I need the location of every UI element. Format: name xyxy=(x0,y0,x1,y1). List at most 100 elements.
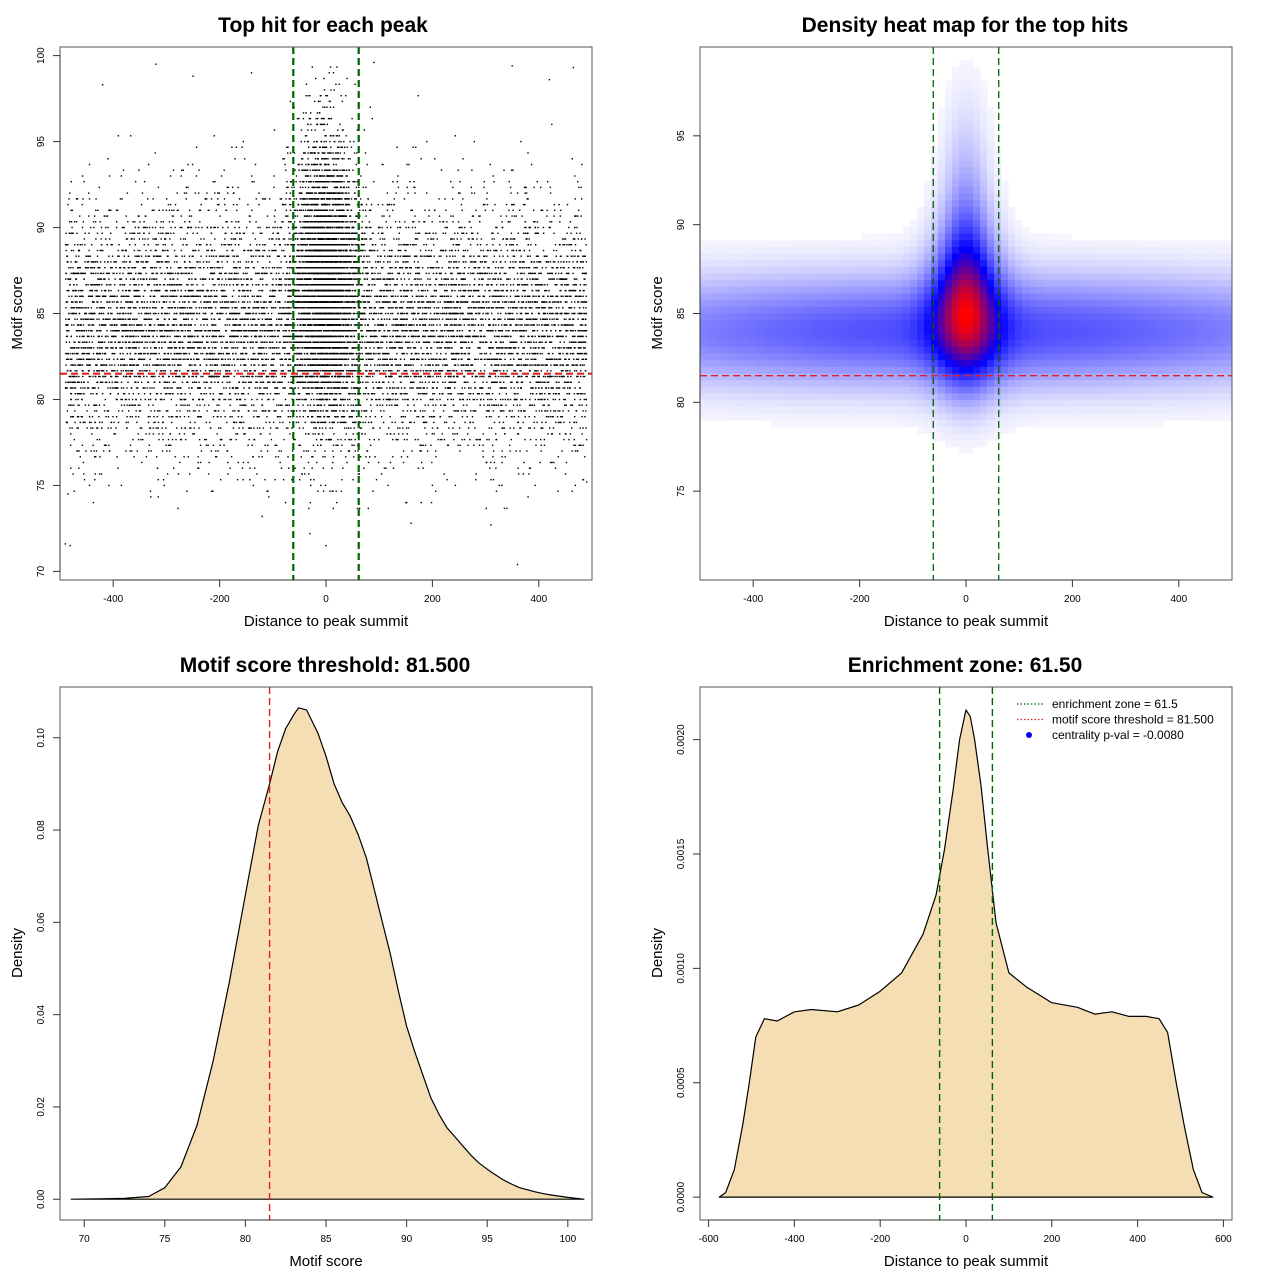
scatter-point xyxy=(549,278,552,280)
scatter-point xyxy=(539,352,541,355)
scatter-point xyxy=(442,249,445,252)
scatter-point xyxy=(394,330,396,332)
scatter-point xyxy=(206,358,208,360)
scatter-point xyxy=(203,324,205,326)
scatter-point xyxy=(278,404,280,406)
scatter-point xyxy=(396,318,398,320)
scatter-point xyxy=(316,393,318,395)
scatter-point xyxy=(377,461,380,464)
scatter-point xyxy=(263,324,265,326)
scatter-point xyxy=(113,358,115,360)
scatter-point xyxy=(489,295,491,297)
scatter-point xyxy=(317,152,319,154)
scatter-point xyxy=(368,255,370,257)
scatter-point xyxy=(293,198,295,200)
scatter-point xyxy=(180,404,182,406)
scatter-point xyxy=(460,284,463,286)
scatter-point xyxy=(147,163,150,166)
scatter-point xyxy=(536,330,539,332)
scatter-point xyxy=(355,416,358,418)
scatter-point xyxy=(428,209,430,211)
scatter-point xyxy=(454,232,456,234)
scatter-point xyxy=(333,352,335,355)
scatter-point xyxy=(112,272,114,275)
scatter-point xyxy=(489,467,491,469)
scatter-point xyxy=(476,289,479,292)
scatter-point xyxy=(95,209,97,211)
scatter-point xyxy=(526,198,529,200)
scatter-point xyxy=(311,416,313,418)
scatter-point xyxy=(470,364,472,366)
scatter-point xyxy=(541,267,543,269)
scatter-point xyxy=(206,267,209,269)
scatter-point xyxy=(557,490,559,492)
scatter-point xyxy=(260,272,263,275)
scatter-point xyxy=(583,272,586,275)
scatter-point xyxy=(269,433,271,435)
scatter-point xyxy=(88,341,91,343)
scatter-point xyxy=(555,249,558,252)
scatter-point xyxy=(443,284,445,286)
scatter-point xyxy=(532,387,534,389)
scatter-point xyxy=(269,261,271,263)
scatter-point xyxy=(413,330,415,332)
scatter-point xyxy=(154,421,156,424)
scatter-point xyxy=(363,232,366,234)
scatter-point xyxy=(203,238,205,240)
scatter-point xyxy=(275,456,277,458)
scatter-point xyxy=(69,232,71,234)
scatter-point xyxy=(416,375,418,378)
scatter-point xyxy=(551,123,553,126)
scatter-point xyxy=(256,324,258,326)
scatter-point xyxy=(434,209,436,211)
scatter-point xyxy=(65,232,67,234)
scatter-point xyxy=(96,307,98,309)
scatter-point xyxy=(275,427,277,429)
scatter-point xyxy=(244,307,246,309)
scatter-point xyxy=(553,461,555,464)
scatter-point xyxy=(364,249,366,252)
scatter-point xyxy=(289,209,292,211)
scatter-point xyxy=(236,433,239,435)
scatter-point xyxy=(235,324,238,326)
scatter-point xyxy=(120,484,123,487)
scatter-point xyxy=(205,330,207,332)
scatter-point xyxy=(361,324,363,326)
scatter-point xyxy=(275,307,277,309)
scatter-point xyxy=(152,330,154,332)
scatter-point xyxy=(232,352,234,355)
scatter-point xyxy=(281,347,284,349)
scatter-point xyxy=(378,330,380,332)
scatter-point xyxy=(197,261,199,263)
scatter-point xyxy=(78,289,80,292)
scatter-point xyxy=(300,307,302,309)
scatter-point xyxy=(141,341,143,343)
scatter-point xyxy=(438,255,440,257)
scatter-point xyxy=(111,364,113,366)
scatter-point xyxy=(389,301,391,303)
scatter-point xyxy=(509,312,511,315)
scatter-point xyxy=(414,410,417,412)
scatter-point xyxy=(82,221,84,223)
scatter-point xyxy=(270,347,272,349)
scatter-point xyxy=(470,370,472,372)
scatter-point xyxy=(396,181,398,183)
scatter-point xyxy=(517,352,519,355)
scatter-point xyxy=(80,272,82,275)
scatter-point xyxy=(570,301,573,303)
scatter-point xyxy=(169,450,171,452)
scatter-point xyxy=(91,358,93,360)
scatter-point xyxy=(243,324,245,326)
scatter-point xyxy=(394,387,396,389)
scatter-point xyxy=(96,370,98,372)
scatter-point xyxy=(537,255,539,257)
scatter-point xyxy=(464,335,467,338)
scatter-point xyxy=(217,198,219,200)
scatter-point xyxy=(585,261,588,263)
scatter-point xyxy=(76,335,78,338)
scatter-point xyxy=(460,324,462,326)
scatter-point xyxy=(188,427,191,429)
scatter-point xyxy=(161,364,163,366)
scatter-point xyxy=(118,255,120,257)
scatter-point xyxy=(228,278,230,280)
